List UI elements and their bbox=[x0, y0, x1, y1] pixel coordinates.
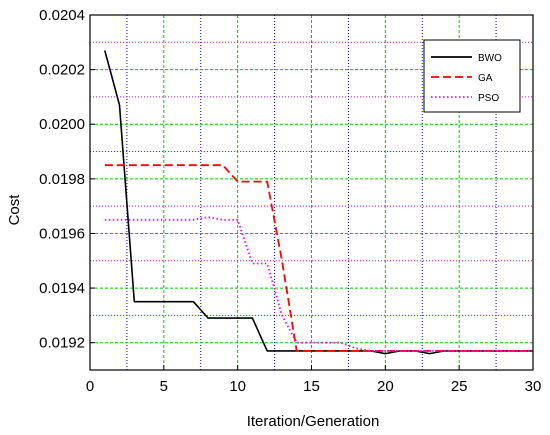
x-axis-title: Iteration/Generation bbox=[247, 413, 380, 430]
x-tick-label: 20 bbox=[377, 378, 394, 395]
y-tick-label: 0.0204 bbox=[39, 7, 85, 24]
legend-label-ga: GA bbox=[478, 73, 493, 84]
y-tick-label: 0.0196 bbox=[39, 225, 85, 242]
x-tick-label: 0 bbox=[86, 378, 94, 395]
series-line-pso bbox=[104, 216, 533, 352]
y-tick-label: 0.0198 bbox=[39, 171, 85, 188]
x-tick-label: 15 bbox=[303, 378, 320, 395]
legend-label-bwo: BWO bbox=[478, 53, 502, 64]
y-tick-label: 0.0194 bbox=[39, 280, 85, 297]
legend-label-pso: PSO bbox=[478, 93, 499, 104]
series-line-ga bbox=[104, 164, 533, 352]
y-axis-title: Cost bbox=[6, 194, 23, 226]
axis-ticks: 0 5 10 15 20 25 30 0.0192 0.0194 0.0196 0.0198 0.02… bbox=[39, 7, 541, 395]
series-lines bbox=[104, 50, 533, 355]
legend: BWO GA PSO bbox=[423, 39, 521, 113]
legend-box bbox=[423, 39, 521, 113]
y-tick-label: 0.0202 bbox=[39, 62, 85, 79]
x-tick-label: 5 bbox=[160, 378, 168, 395]
y-tick-label: 0.0200 bbox=[39, 116, 85, 133]
x-tick-label: 30 bbox=[525, 378, 542, 395]
x-tick-label: 10 bbox=[229, 378, 246, 395]
x-tick-label: 25 bbox=[451, 378, 468, 395]
y-tick-label: 0.0192 bbox=[39, 335, 85, 352]
